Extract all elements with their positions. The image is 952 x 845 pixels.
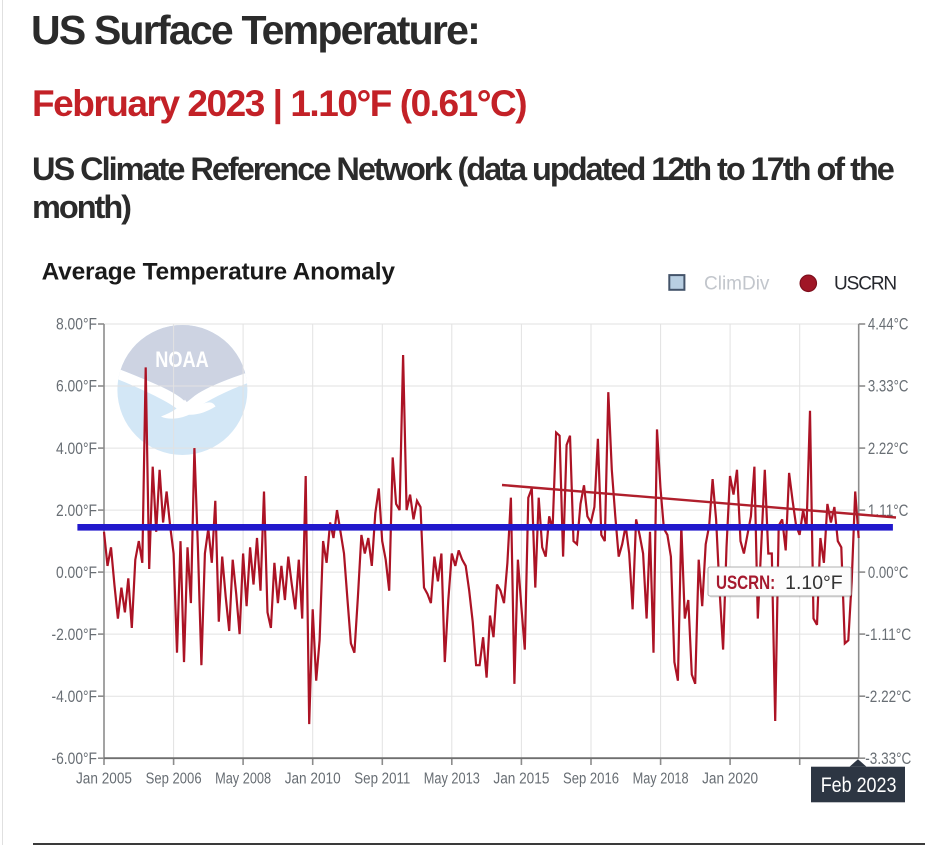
svg-text:ClimDiv: ClimDiv [704, 274, 770, 295]
svg-text:-6.00°F: -6.00°F [52, 750, 98, 768]
svg-text:Jan 2020: Jan 2020 [702, 770, 758, 787]
svg-text:-2.22°C: -2.22°C [865, 688, 911, 706]
svg-text:1.10°F: 1.10°F [785, 573, 843, 594]
svg-text:4.00°F: 4.00°F [56, 440, 97, 458]
svg-text:8.00°F: 8.00°F [56, 316, 97, 334]
svg-text:NOAA: NOAA [155, 347, 209, 372]
svg-text:3.33°C: 3.33°C [868, 378, 909, 396]
svg-text:-4.00°F: -4.00°F [52, 688, 98, 706]
svg-text:Feb 2023: Feb 2023 [821, 774, 897, 797]
svg-text:USCRN:: USCRN: [716, 573, 775, 594]
svg-text:-2.00°F: -2.00°F [52, 626, 98, 644]
svg-text:May 2018: May 2018 [633, 770, 689, 787]
svg-text:May 2008: May 2008 [215, 770, 271, 787]
svg-text:-3.33°C: -3.33°C [865, 750, 911, 768]
svg-text:-1.11°C: -1.11°C [865, 626, 911, 644]
svg-text:2.22°C: 2.22°C [868, 440, 909, 458]
svg-text:Jan 2005: Jan 2005 [76, 770, 132, 787]
svg-text:6.00°F: 6.00°F [56, 378, 97, 396]
svg-text:2.00°F: 2.00°F [56, 502, 97, 520]
svg-text:Jan 2015: Jan 2015 [493, 770, 549, 787]
svg-text:Sep 2016: Sep 2016 [563, 770, 619, 787]
svg-text:Average Temperature Anomaly: Average Temperature Anomaly [42, 259, 396, 286]
svg-text:Sep 2011: Sep 2011 [354, 770, 410, 787]
svg-text:4.44°C: 4.44°C [868, 316, 909, 334]
svg-text:USCRN: USCRN [834, 274, 896, 295]
svg-text:0.00°F: 0.00°F [56, 564, 97, 582]
svg-text:0.00°C: 0.00°C [868, 564, 909, 582]
svg-text:May 2013: May 2013 [424, 770, 480, 787]
svg-text:Jan 2010: Jan 2010 [285, 770, 341, 787]
svg-text:Sep 2006: Sep 2006 [146, 770, 202, 787]
